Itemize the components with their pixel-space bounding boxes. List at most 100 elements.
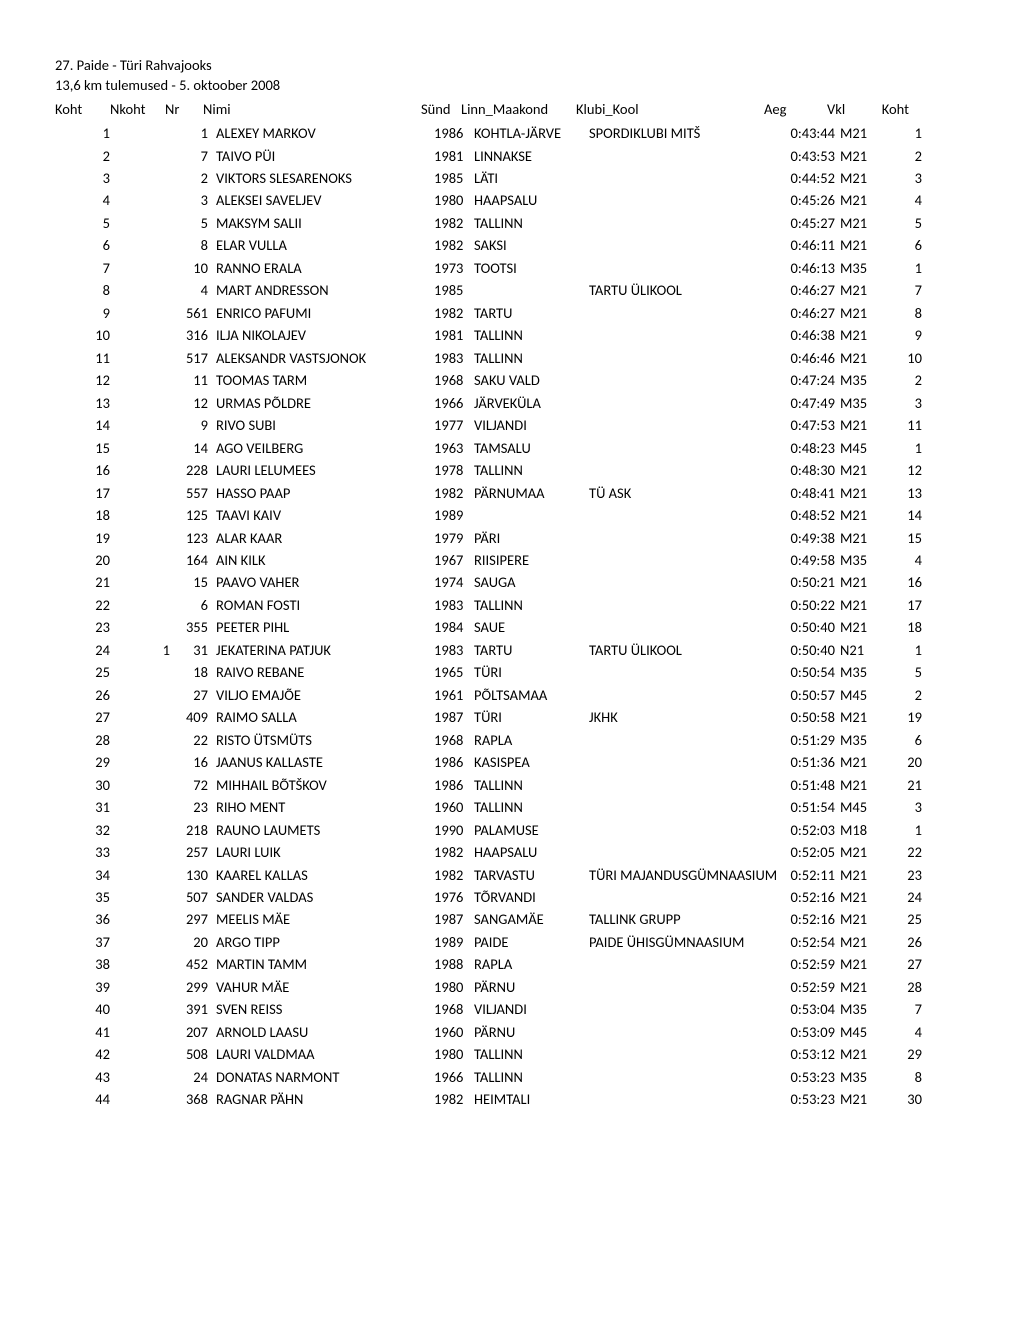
cell-nr: 368 <box>170 1088 216 1110</box>
cell-vkl: M21 <box>835 504 880 526</box>
cell-linn: JÄRVEKÜLA <box>474 392 589 414</box>
cell-nkoht <box>120 437 170 459</box>
cell-aeg: 0:52:59 <box>777 953 835 975</box>
cell-koht2: 4 <box>880 189 922 211</box>
cell-nimi: RAIMO SALLA <box>216 706 434 728</box>
cell-vkl: M21 <box>835 324 880 346</box>
cell-klubi <box>589 212 777 234</box>
cell-aeg: 0:52:16 <box>777 886 835 908</box>
cell-nkoht <box>120 302 170 324</box>
cell-linn: PÄRNU <box>474 1021 589 1043</box>
cell-klubi <box>589 774 777 796</box>
cell-linn: TALLINN <box>474 796 589 818</box>
cell-linn: TALLINN <box>474 324 589 346</box>
cell-koht: 12 <box>55 369 120 391</box>
cell-nimi: LAURI LUIK <box>216 841 434 863</box>
cell-klubi: TÜ ASK <box>589 482 777 504</box>
cell-nkoht <box>120 864 170 886</box>
cell-synd: 1982 <box>434 841 474 863</box>
cell-aeg: 0:52:59 <box>777 976 835 998</box>
cell-koht: 39 <box>55 976 120 998</box>
cell-koht2: 4 <box>880 1021 922 1043</box>
cell-klubi <box>589 234 777 256</box>
cell-synd: 1963 <box>434 437 474 459</box>
cell-aeg: 0:46:11 <box>777 234 835 256</box>
cell-aeg: 0:52:05 <box>777 841 835 863</box>
header-koht2: Koht <box>867 98 909 120</box>
cell-nimi: AGO VEILBERG <box>216 437 434 459</box>
cell-nr: 228 <box>170 459 216 481</box>
cell-linn: LÄTI <box>474 167 589 189</box>
cell-koht: 44 <box>55 1088 120 1110</box>
cell-nkoht <box>120 167 170 189</box>
cell-synd: 1988 <box>434 953 474 975</box>
header-nr: Nr <box>160 98 203 120</box>
cell-nimi: AIN KILK <box>216 549 434 571</box>
cell-aeg: 0:45:26 <box>777 189 835 211</box>
cell-vkl: M21 <box>835 571 880 593</box>
cell-nimi: TOOMAS TARM <box>216 369 434 391</box>
cell-nimi: JAANUS KALLASTE <box>216 751 434 773</box>
cell-nr: 10 <box>170 257 216 279</box>
cell-vkl: M21 <box>835 482 880 504</box>
cell-synd: 1983 <box>434 594 474 616</box>
cell-synd: 1983 <box>434 639 474 661</box>
cell-nr: 3 <box>170 189 216 211</box>
table-row: 24131JEKATERINA PATJUK1983TARTUTARTU ÜLI… <box>55 639 965 661</box>
cell-koht2: 25 <box>880 908 922 930</box>
cell-koht: 37 <box>55 931 120 953</box>
cell-aeg: 0:51:29 <box>777 729 835 751</box>
cell-koht2: 9 <box>880 324 922 346</box>
cell-synd: 1982 <box>434 212 474 234</box>
cell-aeg: 0:43:53 <box>777 145 835 167</box>
cell-vkl: M45 <box>835 796 880 818</box>
table-row: 2518RAIVO REBANE1965TÜRI0:50:54M355 <box>55 661 965 683</box>
cell-nimi: ILJA NIKOLAJEV <box>216 324 434 346</box>
cell-nkoht <box>120 953 170 975</box>
cell-nimi: VILJO EMAJÕE <box>216 684 434 706</box>
cell-synd: 1986 <box>434 751 474 773</box>
cell-koht2: 12 <box>880 459 922 481</box>
cell-vkl: M21 <box>835 886 880 908</box>
cell-koht2: 4 <box>880 549 922 571</box>
cell-nr: 16 <box>170 751 216 773</box>
cell-koht2: 2 <box>880 369 922 391</box>
cell-nimi: ALEXEY MARKOV <box>216 122 434 144</box>
cell-klubi <box>589 729 777 751</box>
cell-vkl: M21 <box>835 167 880 189</box>
cell-klubi: JKHK <box>589 706 777 728</box>
cell-aeg: 0:48:30 <box>777 459 835 481</box>
cell-nimi: HASSO PAAP <box>216 482 434 504</box>
cell-nr: 125 <box>170 504 216 526</box>
cell-koht2: 11 <box>880 414 922 436</box>
cell-aeg: 0:46:27 <box>777 302 835 324</box>
cell-nkoht <box>120 1088 170 1110</box>
cell-klubi <box>589 257 777 279</box>
cell-vkl: M35 <box>835 998 880 1020</box>
cell-klubi <box>589 1043 777 1065</box>
cell-linn: SANGAMÄE <box>474 908 589 930</box>
cell-nkoht <box>120 819 170 841</box>
cell-linn: TALLINN <box>474 594 589 616</box>
cell-klubi <box>589 751 777 773</box>
table-row: 33257LAURI LUIK1982HAAPSALU0:52:05M2122 <box>55 841 965 863</box>
table-row: 3072MIHHAIL BÕTŠKOV1986TALLINN0:51:48M21… <box>55 774 965 796</box>
table-row: 38452MARTIN TAMM1988RAPLA0:52:59M2127 <box>55 953 965 975</box>
table-row: 27409RAIMO SALLA1987TÜRIJKHK0:50:58M2119 <box>55 706 965 728</box>
cell-koht: 31 <box>55 796 120 818</box>
cell-klubi <box>589 369 777 391</box>
cell-koht: 36 <box>55 908 120 930</box>
table-row: 149RIVO SUBI1977VILJANDI0:47:53M2111 <box>55 414 965 436</box>
cell-synd: 1982 <box>434 1088 474 1110</box>
cell-nr: 22 <box>170 729 216 751</box>
table-header-row: Koht Nkoht Nr Nimi Sünd Linn_Maakond Klu… <box>55 98 965 120</box>
cell-linn: HEIMTALI <box>474 1088 589 1110</box>
table-row: 35507SANDER VALDAS1976TÕRVANDI0:52:16M21… <box>55 886 965 908</box>
cell-aeg: 0:46:27 <box>777 279 835 301</box>
cell-aeg: 0:50:57 <box>777 684 835 706</box>
table-row: 16228LAURI LELUMEES1978TALLINN0:48:30M21… <box>55 459 965 481</box>
cell-nkoht <box>120 661 170 683</box>
cell-aeg: 0:52:11 <box>777 864 835 886</box>
cell-nimi: RISTO ÜTSMÜTS <box>216 729 434 751</box>
cell-synd: 1985 <box>434 167 474 189</box>
